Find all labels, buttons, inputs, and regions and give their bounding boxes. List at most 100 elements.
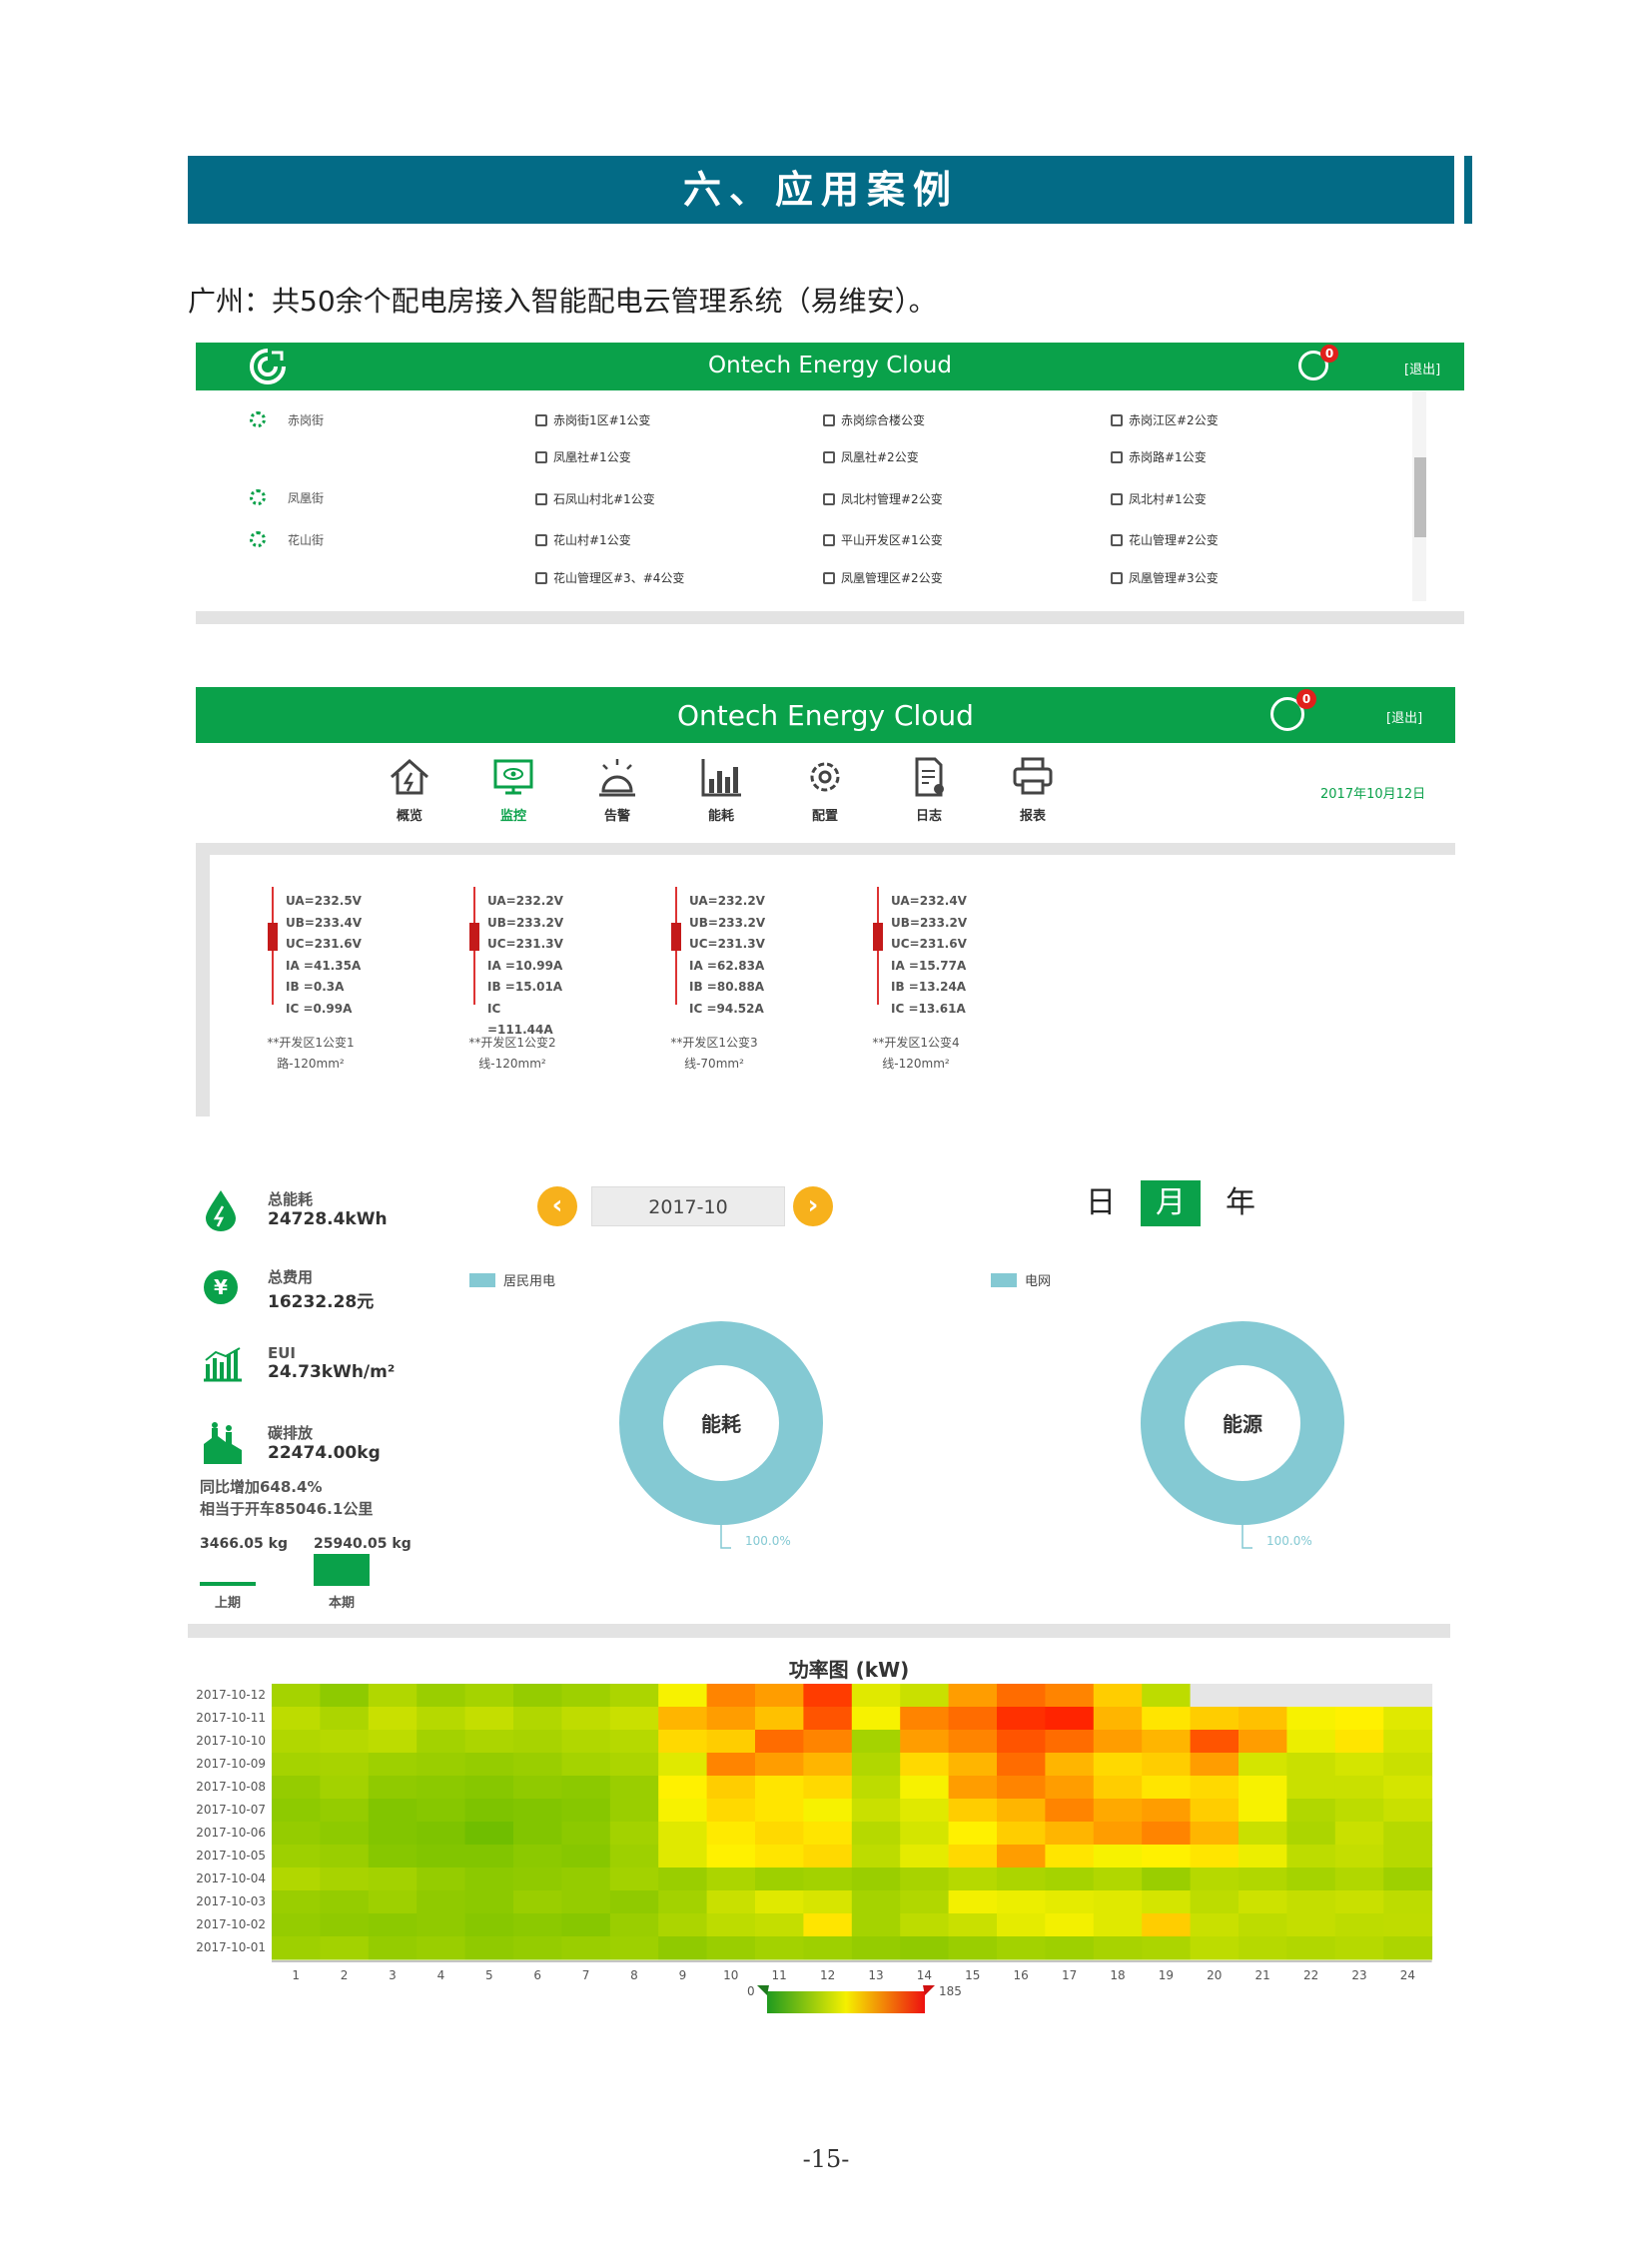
heatmap-y-label: 2017-10-05 bbox=[196, 1849, 266, 1863]
substation-item[interactable]: 凤凰管理#3公变 bbox=[1111, 569, 1219, 586]
heatmap-cell bbox=[1142, 1707, 1192, 1731]
heatmap-cell bbox=[513, 1799, 562, 1823]
region-item[interactable]: 凤凰街 bbox=[250, 489, 324, 506]
heatmap-cell bbox=[1239, 1684, 1287, 1708]
heatmap-cell bbox=[561, 1845, 611, 1868]
scale-min-handle[interactable] bbox=[757, 1985, 769, 1995]
alert-count-badge: 0 bbox=[1296, 689, 1316, 709]
heatmap-cell bbox=[900, 1799, 950, 1823]
heatmap-y-label: 2017-10-04 bbox=[196, 1871, 266, 1885]
logout-link[interactable]: [退出] bbox=[1386, 711, 1423, 726]
heatmap-cell bbox=[464, 1684, 514, 1708]
heatmap-cell bbox=[561, 1776, 611, 1800]
heatmap-cell bbox=[658, 1890, 708, 1914]
heatmap-cell bbox=[1093, 1684, 1143, 1708]
substation-item[interactable]: 赤岗街1区#1公变 bbox=[535, 411, 650, 428]
heatmap-cell bbox=[755, 1845, 804, 1868]
meter-reading: IB =15.01A bbox=[487, 980, 563, 994]
substation-item[interactable]: 凤凰社#2公变 bbox=[823, 448, 919, 465]
heatmap-cell bbox=[1239, 1707, 1287, 1731]
region-item[interactable]: 赤岗街 bbox=[250, 411, 324, 428]
heatmap-cell bbox=[803, 1913, 853, 1937]
brand-logo-icon bbox=[250, 349, 286, 384]
nav-config[interactable]: 配置 bbox=[801, 755, 849, 824]
heatmap-cell bbox=[851, 1684, 901, 1708]
total-energy: 总能耗 24728.4kWh bbox=[268, 1190, 388, 1229]
mode-month-button[interactable]: 月 bbox=[1141, 1180, 1201, 1226]
substation-item[interactable]: 赤岗江区#2公变 bbox=[1111, 411, 1219, 428]
nav-energy[interactable]: 能耗 bbox=[697, 755, 745, 824]
substation-item[interactable]: 赤岗综合楼公变 bbox=[823, 411, 925, 428]
heatmap-cell bbox=[997, 1913, 1046, 1937]
heatmap-cell bbox=[706, 1707, 756, 1731]
heatmap-cell bbox=[948, 1913, 998, 1937]
heatmap-cell bbox=[755, 1707, 804, 1731]
heatmap-x-label: 20 bbox=[1207, 1968, 1222, 1982]
heatmap-cell bbox=[1190, 1913, 1239, 1937]
user-icon[interactable] bbox=[1298, 351, 1328, 380]
heatmap-y-label: 2017-10-02 bbox=[196, 1917, 266, 1931]
heatmap-cell bbox=[803, 1936, 853, 1960]
logout-link[interactable]: [退出] bbox=[1404, 363, 1441, 377]
substation-item[interactable]: 花山管理#2公变 bbox=[1111, 531, 1219, 548]
heatmap-cell bbox=[900, 1868, 950, 1891]
eui-bars-icon bbox=[204, 1347, 242, 1382]
meter-values: UA=232.4V UB=233.2V UC=231.6V IA =15.77A IB … bbox=[891, 891, 967, 1020]
next-period-button[interactable]: › bbox=[793, 1186, 833, 1226]
heatmap-cell bbox=[900, 1753, 950, 1777]
prev-period-button[interactable]: ‹ bbox=[537, 1186, 577, 1226]
region-item[interactable]: 花山街 bbox=[250, 531, 324, 548]
nav-label: 能耗 bbox=[707, 809, 734, 824]
heatmap-cell bbox=[416, 1753, 466, 1777]
scrollbar-thumb[interactable] bbox=[1414, 457, 1426, 537]
substation-item[interactable]: 赤岗路#1公变 bbox=[1111, 448, 1207, 465]
heatmap-cell bbox=[609, 1776, 659, 1800]
substation-item[interactable]: 花山管理区#3、#4公变 bbox=[535, 569, 684, 586]
heatmap-x-label: 5 bbox=[485, 1968, 493, 1982]
heatmap-cell bbox=[1239, 1753, 1287, 1777]
heatmap-cell bbox=[513, 1845, 562, 1868]
heatmap-x-label: 11 bbox=[772, 1968, 787, 1982]
nav-report[interactable]: 报表 bbox=[1009, 755, 1057, 824]
meter-label: **开发区1公变2 线-120mm² bbox=[468, 1036, 556, 1071]
heatmap-cell bbox=[272, 1799, 321, 1823]
substation-item[interactable]: 凤北村管理#2公变 bbox=[823, 490, 943, 507]
home-icon bbox=[535, 493, 547, 505]
heatmap-cell bbox=[561, 1890, 611, 1914]
heatmap-cell bbox=[320, 1936, 370, 1960]
substation-item[interactable]: 凤北村#1公变 bbox=[1111, 490, 1207, 507]
substation-item[interactable]: 花山村#1公变 bbox=[535, 531, 631, 548]
donut1-legend: 居民用电 bbox=[469, 1270, 555, 1289]
meter-reading: UC=231.3V bbox=[487, 937, 563, 951]
substation-item[interactable]: 平山开发区#1公变 bbox=[823, 531, 943, 548]
color-scale-bar[interactable] bbox=[767, 1991, 925, 2013]
user-icon[interactable] bbox=[1270, 697, 1304, 731]
heatmap-cell bbox=[609, 1753, 659, 1777]
meter-reading: UA=232.5V bbox=[286, 894, 362, 908]
heatmap-cell bbox=[368, 1890, 417, 1914]
substation-item[interactable]: 凤凰社#1公变 bbox=[535, 448, 631, 465]
nav-log[interactable]: 日志 bbox=[905, 755, 953, 824]
heatmap-cell bbox=[948, 1707, 998, 1731]
mode-day-button[interactable]: 日 bbox=[1086, 1185, 1116, 1220]
scale-max-label: 185 bbox=[939, 1984, 962, 1998]
heatmap-cell bbox=[1045, 1822, 1095, 1846]
heatmap-cell bbox=[513, 1868, 562, 1891]
heatmap-cell bbox=[513, 1913, 562, 1937]
nav-alarm[interactable]: 告警 bbox=[593, 755, 641, 824]
heatmap-cell bbox=[272, 1845, 321, 1868]
substation-item[interactable]: 凤凰管理区#2公变 bbox=[823, 569, 943, 586]
heatmap-cell bbox=[1045, 1868, 1095, 1891]
heatmap-cell bbox=[1383, 1753, 1433, 1777]
prev-period-label: 上期 bbox=[214, 1596, 241, 1611]
heatmap-cell bbox=[755, 1822, 804, 1846]
nav-monitor[interactable]: 监控 bbox=[489, 755, 537, 824]
substation-item[interactable]: 石凤山村北#1公变 bbox=[535, 490, 655, 507]
scale-max-handle[interactable] bbox=[923, 1985, 935, 1995]
heatmap-cell bbox=[658, 1868, 708, 1891]
heatmap-cell bbox=[658, 1845, 708, 1868]
meter-bar bbox=[469, 923, 479, 951]
mode-year-button[interactable]: 年 bbox=[1226, 1185, 1255, 1220]
nav-overview[interactable]: 概览 bbox=[386, 755, 433, 824]
meter-reading: UC=231.3V bbox=[689, 937, 765, 951]
